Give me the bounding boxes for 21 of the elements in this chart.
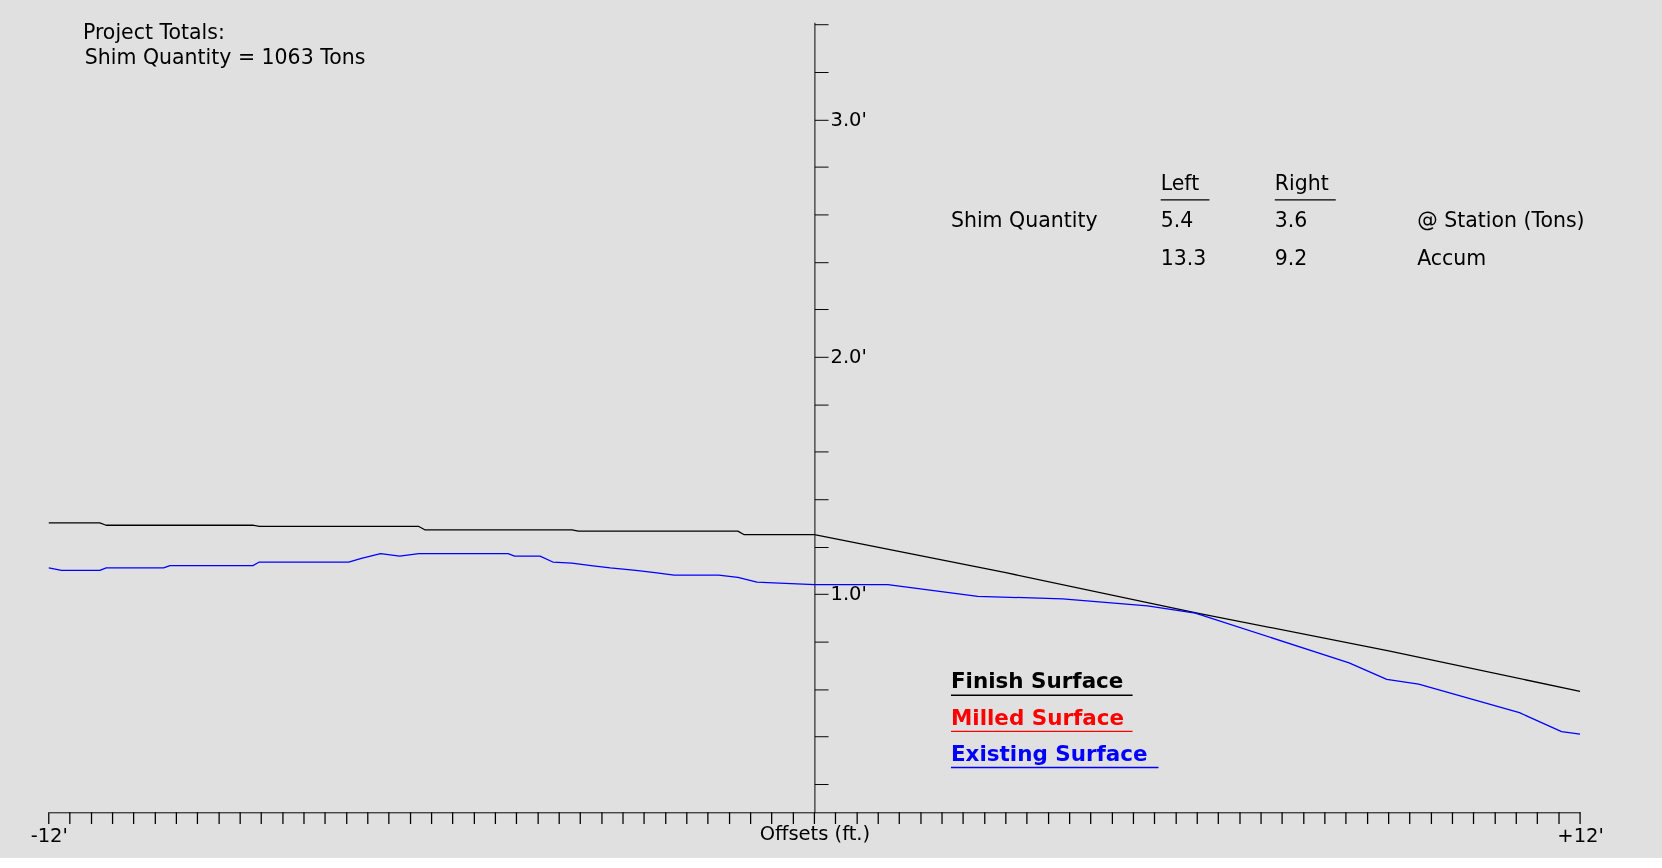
annotation: Left [1160, 171, 1200, 196]
annotation: 9.2 [1274, 246, 1308, 271]
annotation: 5.4 [1160, 208, 1194, 233]
line-series [48, 553, 1581, 735]
annotation: 13.3 [1160, 246, 1207, 271]
text: Finish Surface [950, 668, 1124, 694]
text: Existing Surface [950, 740, 1148, 766]
legend-label: Milled Surface [950, 704, 1125, 730]
y-tick-label: 2.0' [830, 345, 867, 369]
x-axis-title: Offsets (ft.) [759, 822, 871, 846]
annotation: @ Station (Tons) [1417, 208, 1585, 233]
x-tick-label: -12' [30, 824, 68, 848]
annotation: Shim Quantity = 1063 Tons [84, 45, 366, 70]
annotation: Right [1274, 171, 1329, 196]
y-tick-label: 1.0' [830, 582, 867, 606]
annotation: Project Totals: [82, 19, 225, 44]
annotation: 3.6 [1274, 208, 1308, 233]
annotation: Accum [1417, 246, 1487, 271]
x-tick-label: +12' [1557, 824, 1604, 848]
annotation: Shim Quantity [950, 208, 1098, 233]
y-tick-label: 3.0' [830, 107, 867, 131]
